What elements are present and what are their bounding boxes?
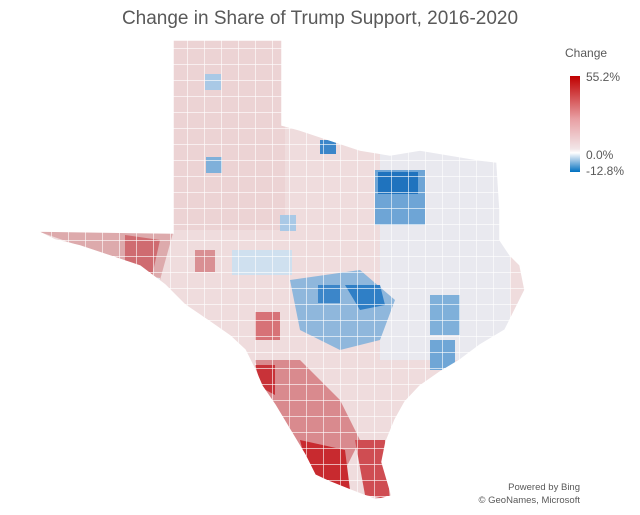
county-region-big-bend	[100, 270, 160, 360]
legend-min-label: -12.8%	[586, 164, 625, 178]
legend-color-scale	[570, 76, 580, 172]
chart-title: Change in Share of Trump Support, 2016-2…	[121, 8, 519, 29]
legend-mid-label: 0.0%	[586, 148, 614, 162]
legend-title: Change	[565, 46, 608, 60]
geonames-credit: © GeoNames, Microsoft	[478, 495, 581, 506]
legend-max-label: 55.2%	[586, 70, 621, 84]
bing-credit: Powered by Bing	[508, 482, 580, 493]
